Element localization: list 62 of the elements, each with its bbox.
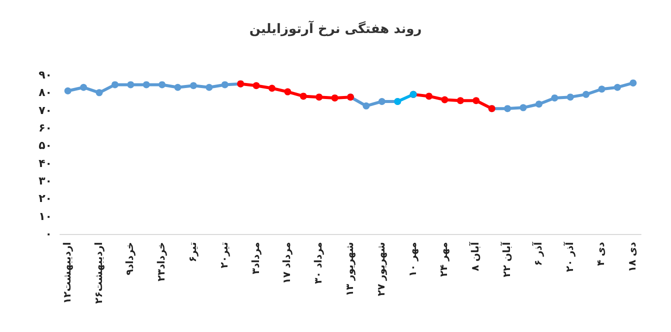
x-tick-label: ۳۰ مرداد — [314, 242, 325, 284]
x-tick-label: ۲۴ مهر — [439, 242, 450, 277]
x-tick-label: ۳مرداد — [250, 242, 262, 274]
point — [158, 81, 166, 88]
x-tick-label: ۲۳خرداد — [156, 242, 168, 282]
point — [598, 86, 606, 93]
point — [582, 90, 590, 98]
x-tick-label: ۱۰ مهر — [408, 242, 419, 277]
y-tick-label: ۷۰ — [38, 104, 52, 117]
y-tick-label: ۰ — [45, 228, 52, 240]
point — [64, 87, 72, 94]
point — [190, 82, 197, 90]
x-tick-label: ۲۰تیر — [219, 242, 230, 268]
point — [551, 94, 558, 102]
y-tick-label: ۳۰ — [38, 174, 52, 188]
point — [300, 92, 307, 100]
x-tick-label: ۲۰ آذر — [562, 241, 576, 272]
x-tick-label: ۲۲ آبان — [500, 241, 514, 278]
point — [378, 98, 386, 105]
point — [535, 100, 542, 108]
point — [127, 81, 134, 88]
point — [268, 84, 276, 92]
x-tick-label: ۴ دی — [596, 242, 608, 266]
y-tick-label: ۲۰ — [38, 192, 52, 206]
point — [111, 81, 118, 88]
point — [206, 84, 213, 91]
point — [614, 84, 621, 91]
point — [504, 105, 512, 112]
point — [456, 97, 464, 104]
point — [630, 79, 637, 86]
point — [284, 88, 292, 96]
point — [316, 94, 323, 101]
x-tick-label: ۹خرداد — [125, 242, 136, 276]
x-tick-label: ۸ آبان — [468, 241, 482, 272]
point — [362, 102, 370, 110]
point — [331, 94, 338, 102]
point — [566, 94, 574, 101]
x-tick-label: ۱۷ مرداد — [282, 242, 294, 284]
y-tick-label: ۹۰ — [38, 68, 52, 82]
point — [472, 97, 480, 104]
point — [142, 81, 150, 88]
x-tick-label: ۱۲اردیبهشت — [62, 242, 74, 304]
x-tick-label: ۲۶اردیبهشت — [94, 242, 105, 304]
x-tick-label: ۱۳ شهریور — [345, 242, 356, 296]
x-tick-label: ۶ آذر — [531, 241, 544, 266]
y-tick-label: ۱۰ — [38, 210, 52, 223]
point — [96, 89, 103, 96]
chart-title: روند هفتگی نرخ آرتوزایلین — [249, 20, 422, 37]
point — [221, 81, 228, 88]
point — [80, 84, 88, 91]
x-tick-label: ۲۷ شهریور — [376, 242, 388, 296]
point — [252, 82, 260, 90]
x-tick-label: ۱۸ دی — [628, 242, 639, 272]
point — [426, 92, 433, 100]
y-tick-label: ۶۰ — [38, 122, 52, 134]
y-tick-label: ۴۰ — [38, 156, 52, 170]
point — [174, 84, 182, 91]
y-tick-label: ۸۰ — [38, 86, 52, 100]
point — [520, 104, 527, 112]
x-tick-label: ۶تیر — [188, 242, 199, 262]
y-tick-label: ۵۰ — [38, 139, 52, 152]
point — [441, 96, 448, 104]
